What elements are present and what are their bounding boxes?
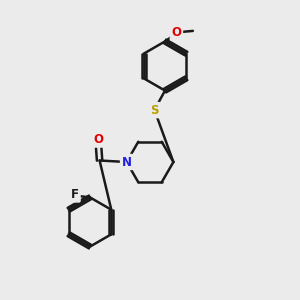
Text: O: O: [93, 133, 103, 146]
Text: O: O: [171, 26, 182, 39]
Text: S: S: [150, 103, 159, 117]
Text: F: F: [71, 188, 79, 201]
Text: N: N: [122, 155, 132, 169]
